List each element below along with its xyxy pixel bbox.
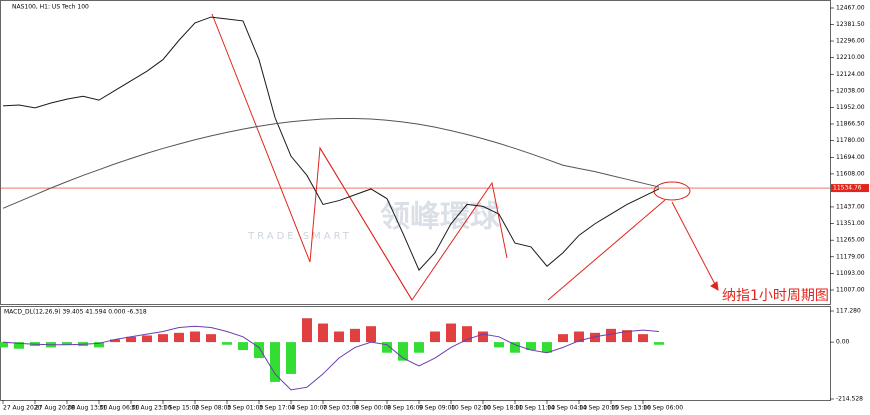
macd-bar [654, 342, 664, 345]
x-tick-label: 10 Sep 02:00 [451, 405, 491, 412]
macd-bar [110, 339, 120, 343]
macd-bar [238, 342, 248, 351]
x-tick-label: 27 Aug 2020 [3, 405, 42, 412]
macd-bar [206, 334, 216, 343]
x-tick-label: 27 Aug 20:00 [35, 405, 76, 412]
price-line-series [2, 16, 660, 272]
macd-bar [158, 334, 168, 343]
macd-bar [270, 342, 280, 382]
macd-bar [542, 342, 552, 353]
y-tick-label: 11265.00 [836, 237, 865, 244]
macd-bar [94, 342, 104, 348]
y-tick-label: 12296.00 [836, 38, 865, 45]
x-tick-label: 31 Aug 06:00 [99, 405, 140, 412]
watermark-sub: TRADE SMART [247, 231, 352, 242]
y-tick-label: 11866.50 [836, 120, 865, 127]
x-tick-label: 28 Aug 13:00 [67, 405, 108, 412]
macd-bar [398, 342, 408, 361]
y-tick-label: 12467.00 [836, 5, 865, 12]
macd-bar [254, 342, 264, 359]
macd-bar [510, 342, 520, 353]
macd-y-tick-label: 0.00 [836, 339, 850, 346]
macd-bar [0, 342, 8, 348]
macd-bar [382, 342, 392, 353]
x-tick-label: 7 Sep 03:00 [323, 405, 359, 412]
macd-bar [638, 334, 648, 343]
x-tick-label: 2 Sep 08:00 [195, 405, 231, 412]
x-tick-label: 11 Sep 11:00 [515, 405, 555, 412]
price-line-series [2, 117, 660, 209]
macd-bar [318, 323, 328, 343]
macd-bar [414, 342, 424, 353]
macd-signal [2, 325, 660, 391]
macd-bar [14, 342, 24, 349]
watermark: 领峰環球 [380, 200, 501, 235]
macd-bar [350, 328, 360, 343]
macd-bar [462, 326, 472, 343]
macd-bar [334, 331, 344, 343]
y-tick-label: 11952.00 [836, 104, 865, 111]
y-tick-label: 12381.50 [836, 21, 865, 28]
macd-bar [190, 331, 200, 343]
macd-frame [0, 306, 831, 401]
zigzag [211, 13, 719, 301]
macd-bar [366, 326, 376, 343]
x-tick-label: 8 Sep 16:00 [387, 405, 423, 412]
y-tick-label: 11093.00 [836, 270, 865, 277]
macd-bar [286, 342, 296, 374]
macd-bar [526, 342, 536, 351]
macd-bar [558, 334, 568, 343]
chart-title: NAS100, H1: US Tech 100 [12, 4, 89, 11]
x-tick-label: 9 Sep 09:00 [419, 405, 455, 412]
macd-bar [590, 332, 600, 343]
x-tick-label: 10 Sep 18:00 [483, 405, 523, 412]
y-tick-label: 11608.00 [836, 170, 865, 177]
x-tick-label: 1 Sep 15:00 [163, 405, 199, 412]
macd-bar [478, 331, 488, 343]
x-tick-label: 3 Sep 17:00 [259, 405, 295, 412]
y-tick-label: 11437.00 [836, 203, 865, 210]
macd-bar [174, 332, 184, 343]
x-tick-label: 3 Sep 01:00 [227, 405, 263, 412]
x-tick-label: 14 Sep 20:00 [579, 405, 619, 412]
macd-bar [574, 331, 584, 343]
main-frame [0, 0, 831, 305]
macd-bar [430, 331, 440, 343]
y-tick-label: 12038.00 [836, 87, 865, 94]
x-tick-label: 16 Sep 06:00 [643, 405, 683, 412]
price-tag-label: 11534.76 [833, 185, 862, 192]
y-tick-label: 12210.00 [836, 54, 865, 61]
macd-y-tick-label: -214.528 [836, 396, 863, 403]
macd-bar [606, 328, 616, 343]
macd-bar [222, 342, 232, 345]
x-tick-label: 31 Aug 23:00 [131, 405, 172, 412]
y-tick-label: 11351.00 [836, 220, 865, 227]
x-tick-label: 14 Sep 04:00 [547, 405, 587, 412]
y-tick-label: 12124.00 [836, 71, 865, 78]
y-tick-label: 11694.00 [836, 154, 865, 161]
macd-bar [302, 318, 312, 343]
macd-bar [126, 336, 136, 343]
macd-bar [622, 330, 632, 343]
macd-bar [142, 335, 152, 343]
annotation: 纳指1小时周期图 [722, 288, 829, 304]
x-tick-label: 4 Sep 10:00 [291, 405, 327, 412]
y-tick-label: 11007.00 [836, 287, 865, 294]
macd-label: MACD_DL(12,26,9) 39.405 41.594 0.000 -6.… [4, 309, 147, 316]
price-tag [831, 184, 869, 193]
y-tick-label: 11179.00 [836, 253, 865, 260]
x-tick-label: 15 Sep 13:00 [611, 405, 651, 412]
macd-bar [62, 342, 72, 345]
x-tick-label: 8 Sep 00:00 [355, 405, 391, 412]
macd-bar [494, 342, 504, 348]
macd-bar [446, 323, 456, 343]
y-tick-label: 11780.00 [836, 137, 865, 144]
macd-y-tick-label: 117.280 [836, 308, 861, 315]
